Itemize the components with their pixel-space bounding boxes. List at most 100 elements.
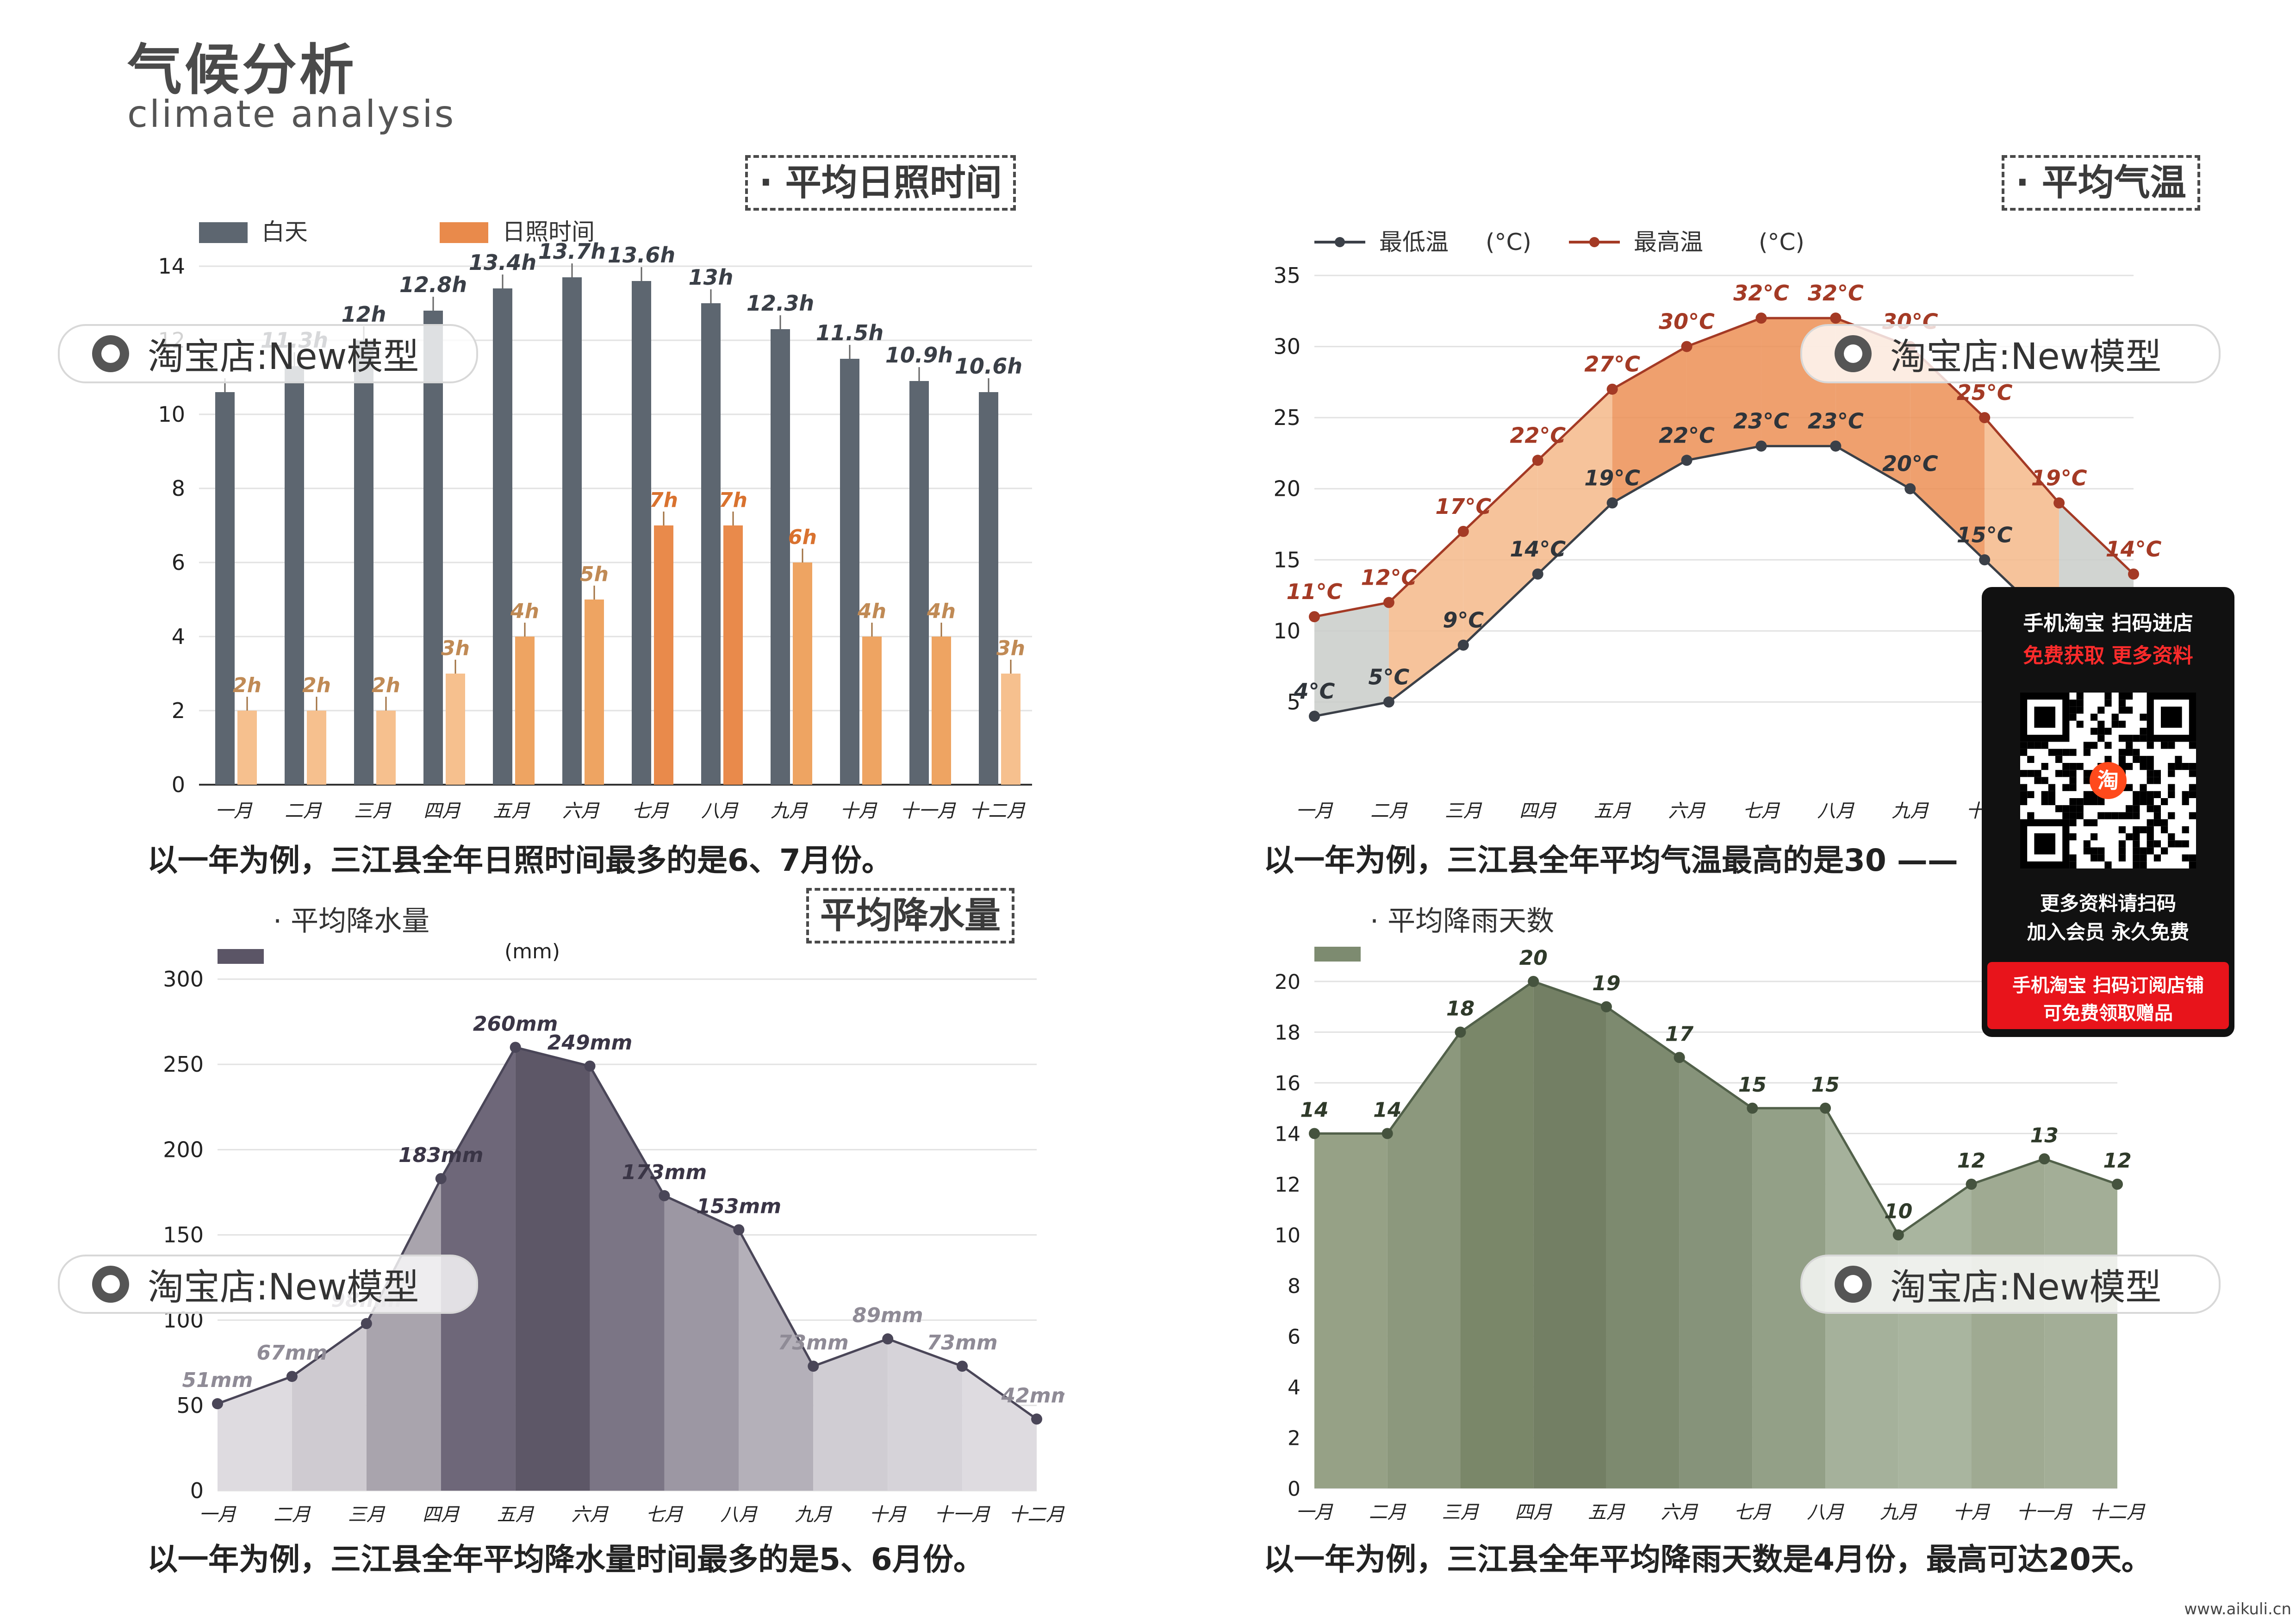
low-temp-label: 19°C xyxy=(1584,465,1640,490)
qr-module xyxy=(2091,742,2098,749)
y-tick-label: 0 xyxy=(1288,1477,1300,1501)
watermark-text: 淘宝店:New模型 xyxy=(148,1267,419,1308)
sunshine-value-label: 7h xyxy=(649,488,678,512)
x-tick-label: 九月 xyxy=(1880,1502,1917,1523)
x-tick-label: 五月 xyxy=(493,800,530,822)
y-tick-label: 10 xyxy=(158,402,185,427)
y-tick-label: 8 xyxy=(1288,1274,1300,1298)
precipitation-area-segment xyxy=(739,1230,814,1491)
y-tick-label: 20 xyxy=(1273,476,1300,501)
qr-module xyxy=(2076,805,2084,812)
temperature-band-segment xyxy=(1537,389,1612,574)
qr-module xyxy=(2175,840,2182,848)
high-temp-label: 32°C xyxy=(1808,281,1864,306)
high-temp-label: 11°C xyxy=(1287,579,1343,604)
qr-module xyxy=(2133,791,2140,798)
low-temp-point xyxy=(1681,455,1692,466)
y-tick-label: 12 xyxy=(1275,1173,1300,1197)
qr-module xyxy=(2147,777,2154,784)
low-temp-label: 20°C xyxy=(1882,451,1938,476)
qr-module xyxy=(2048,791,2055,798)
precipitation-area-segment xyxy=(888,1339,963,1491)
qr-module xyxy=(2118,720,2126,728)
qr-module xyxy=(2147,826,2154,833)
qr-module xyxy=(2055,756,2063,763)
day-value-label: 12h xyxy=(342,302,386,327)
x-tick-label: 四月 xyxy=(423,800,461,822)
precipitation-point xyxy=(286,1371,298,1382)
qr-module xyxy=(2041,742,2048,749)
qr-module xyxy=(2083,749,2091,756)
qr-module xyxy=(2189,763,2196,770)
x-tick-label: 二月 xyxy=(285,800,322,822)
qr-module xyxy=(2069,713,2077,721)
legend-marker-low xyxy=(1335,237,1345,247)
qr-module xyxy=(2097,812,2105,819)
low-temp-label: 22°C xyxy=(1659,423,1715,448)
precipitation-label: 73mm xyxy=(927,1331,998,1355)
y-tick-label: 10 xyxy=(1275,1224,1300,1248)
day-bar xyxy=(979,392,998,785)
precipitation-label: 73mm xyxy=(778,1331,849,1355)
qr-module xyxy=(2069,763,2077,770)
qr-module xyxy=(2118,854,2126,862)
precipitation-point xyxy=(882,1333,894,1345)
qr-module xyxy=(2091,819,2098,826)
rain-days-area-segment xyxy=(1898,1184,1972,1488)
page-subtitle: climate analysis xyxy=(127,93,456,136)
qr-module xyxy=(2041,791,2048,798)
qr-module xyxy=(2027,812,2035,819)
sunshine-panel-tag: · 平均日照时间 xyxy=(745,155,1016,211)
shop-logo-icon xyxy=(1835,1266,1872,1303)
qr-module xyxy=(2111,713,2119,721)
qr-module xyxy=(2133,833,2140,841)
rain-days-point xyxy=(2112,1179,2123,1190)
high-temp-label: 25°C xyxy=(1957,380,2013,405)
qr-module xyxy=(2055,749,2063,756)
x-tick-label: 十一月 xyxy=(900,800,956,822)
promo-line-5: 手机淘宝 扫码订阅店铺 xyxy=(2012,975,2204,996)
sunshine-bar xyxy=(237,711,257,785)
rain-days-label: 14 xyxy=(1300,1099,1328,1122)
low-temp-point xyxy=(1606,497,1618,509)
qr-module xyxy=(2020,784,2028,791)
qr-module xyxy=(2069,700,2077,707)
temperature-band-segment xyxy=(1612,346,1687,503)
qr-module xyxy=(2161,798,2168,806)
qr-module xyxy=(2069,833,2077,841)
rain-days-area-segment xyxy=(1752,1108,1826,1488)
qr-module xyxy=(2161,742,2168,749)
y-tick-label: 14 xyxy=(1275,1123,1300,1146)
low-temp-point xyxy=(1532,568,1543,580)
qr-module xyxy=(2020,749,2028,756)
qr-module xyxy=(2189,742,2196,749)
qr-module xyxy=(2175,763,2182,770)
promo-card[interactable]: 手机淘宝 扫码进店 免费获取 更多资料 淘 更多资料请扫码 加入会员 永久免费 … xyxy=(1982,587,2234,1037)
qr-module xyxy=(2111,720,2119,728)
sunshine-caption: 以一年为例，三江县全年日照时间最多的是6、7月份。 xyxy=(147,843,892,878)
qr-module xyxy=(2062,763,2070,770)
qr-module xyxy=(2118,812,2126,819)
x-tick-label: 一月 xyxy=(199,1504,236,1525)
qr-module xyxy=(2126,833,2133,841)
x-tick-label: 三月 xyxy=(1442,1502,1479,1523)
qr-module xyxy=(2069,749,2077,756)
qr-module xyxy=(2140,847,2147,855)
qr-module xyxy=(2027,791,2035,798)
qr-module xyxy=(2118,735,2126,742)
low-temp-label: 5°C xyxy=(1369,664,1410,689)
qr-code[interactable]: 淘 xyxy=(2020,693,2196,868)
page-title: 气候分析 xyxy=(127,38,357,102)
rain-days-area-segment xyxy=(1679,1057,1753,1488)
y-tick-label: 10 xyxy=(1273,618,1300,643)
rain-days-label: 17 xyxy=(1665,1022,1694,1046)
high-temp-point xyxy=(1532,455,1543,466)
y-tick-label: 15 xyxy=(1273,547,1300,572)
precipitation-area-segment xyxy=(292,1324,367,1491)
qr-module xyxy=(2147,770,2154,777)
legend-swatch-sunshine xyxy=(440,222,488,243)
day-bar xyxy=(909,381,929,785)
qr-module xyxy=(2168,742,2175,749)
sunshine-value-label: 3h xyxy=(441,637,470,660)
